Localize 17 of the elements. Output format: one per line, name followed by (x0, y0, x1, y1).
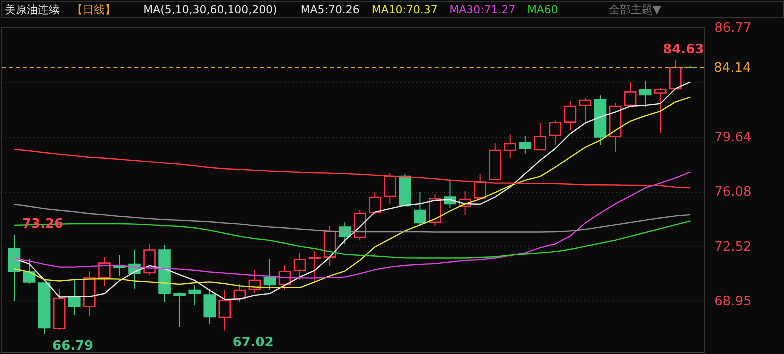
text: MA60 (527, 3, 558, 16)
chart-subtitle: 【日线】 (72, 3, 116, 16)
text: MA5:70.26 (300, 3, 360, 16)
chart-title: 美原油连续 (4, 3, 60, 16)
text: 全部主题▼ (608, 3, 662, 16)
annotation: 67.02 (232, 336, 274, 351)
text: MA30:71.27 (450, 3, 516, 16)
annotation: 66.79 (52, 339, 94, 354)
y-tick-label: 72.52 (714, 240, 752, 255)
y-tick-label: 79.64 (714, 130, 752, 146)
ref-line-label: 84.14 (714, 60, 752, 76)
y-tick-label: 76.08 (714, 185, 752, 200)
y-tick-label: 68.95 (714, 294, 752, 310)
text: MA10:70.37 (372, 3, 438, 16)
annotation: 84.63 (663, 42, 704, 58)
text: MA(5,10,30,60,100,200) (144, 3, 278, 16)
y-tick-label: 86.77 (714, 20, 752, 36)
